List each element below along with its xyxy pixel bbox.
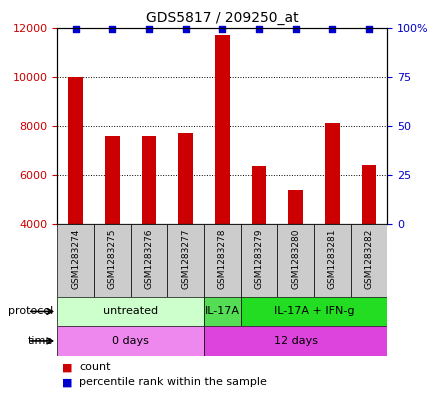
Text: time: time — [28, 336, 53, 346]
Bar — [314, 224, 351, 297]
Bar — [204, 297, 241, 326]
Bar — [241, 224, 277, 297]
Bar — [288, 189, 303, 224]
Text: GSM1283282: GSM1283282 — [364, 229, 374, 289]
Text: GSM1283277: GSM1283277 — [181, 229, 190, 289]
Text: ■: ■ — [62, 377, 72, 387]
Bar — [241, 297, 387, 326]
Text: ■: ■ — [62, 362, 72, 372]
Bar — [57, 224, 94, 297]
Text: protocol: protocol — [7, 307, 53, 316]
Text: GSM1283275: GSM1283275 — [108, 229, 117, 289]
Bar — [204, 326, 387, 356]
Point — [329, 26, 336, 33]
Bar — [142, 136, 156, 224]
Text: GSM1283276: GSM1283276 — [144, 229, 154, 289]
Bar — [167, 224, 204, 297]
Bar — [105, 136, 120, 224]
Text: 12 days: 12 days — [274, 336, 318, 346]
Point — [255, 26, 262, 33]
Bar — [215, 35, 230, 224]
Text: GSM1283274: GSM1283274 — [71, 229, 80, 289]
Text: GSM1283278: GSM1283278 — [218, 229, 227, 289]
Point — [219, 26, 226, 33]
Bar — [57, 297, 204, 326]
Point — [145, 26, 152, 33]
Text: count: count — [79, 362, 111, 372]
Bar — [57, 326, 204, 356]
Bar — [178, 133, 193, 224]
Text: percentile rank within the sample: percentile rank within the sample — [79, 377, 267, 387]
Text: 0 days: 0 days — [112, 336, 149, 346]
Bar — [277, 224, 314, 297]
Point — [365, 26, 372, 33]
Bar — [204, 224, 241, 297]
Point — [109, 26, 116, 33]
Bar — [68, 77, 83, 224]
Text: GSM1283279: GSM1283279 — [254, 229, 264, 289]
Title: GDS5817 / 209250_at: GDS5817 / 209250_at — [146, 11, 298, 25]
Text: IL-17A + IFN-g: IL-17A + IFN-g — [274, 307, 354, 316]
Bar — [131, 224, 167, 297]
Point — [182, 26, 189, 33]
Bar — [362, 165, 376, 224]
Point — [72, 26, 79, 33]
Bar — [325, 123, 340, 224]
Bar — [252, 166, 266, 224]
Bar — [351, 224, 387, 297]
Text: IL-17A: IL-17A — [205, 307, 240, 316]
Text: GSM1283281: GSM1283281 — [328, 229, 337, 289]
Text: GSM1283280: GSM1283280 — [291, 229, 300, 289]
Point — [292, 26, 299, 33]
Bar — [94, 224, 131, 297]
Text: untreated: untreated — [103, 307, 158, 316]
